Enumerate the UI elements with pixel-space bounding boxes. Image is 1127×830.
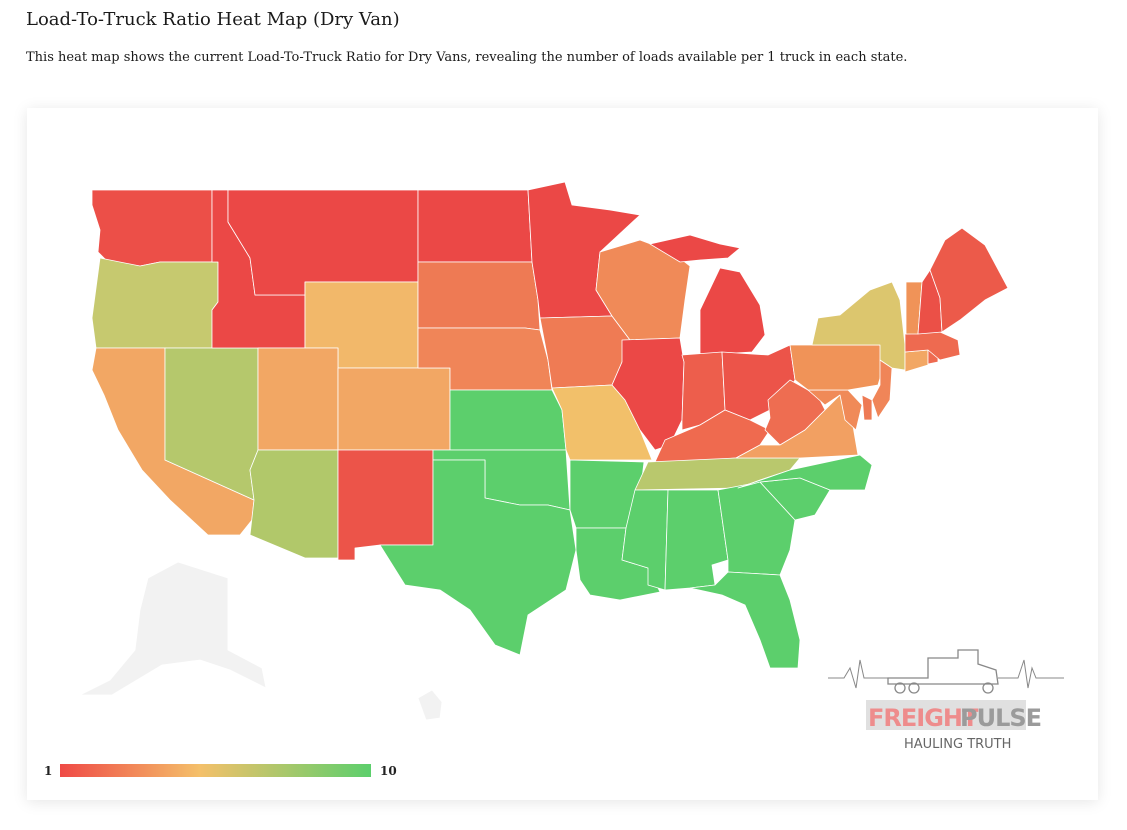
state-OR[interactable]: [91, 257, 219, 349]
state-WA[interactable]: [91, 189, 213, 267]
state-HI[interactable]: [417, 689, 443, 721]
state-MA[interactable]: [904, 331, 961, 361]
logo-brand-pulse: PULSE: [960, 704, 1041, 732]
state-MT[interactable]: [227, 189, 419, 296]
state-ND[interactable]: [417, 189, 533, 263]
state-AK[interactable]: [79, 561, 267, 696]
state-IL[interactable]: [611, 337, 685, 451]
state-FL[interactable]: [689, 571, 801, 669]
logo-brand-freight: FREIGHT: [868, 704, 979, 732]
state-AL[interactable]: [664, 489, 729, 591]
state-AZ[interactable]: [249, 449, 339, 559]
state-UT[interactable]: [257, 347, 339, 451]
state-NC[interactable]: [737, 454, 873, 491]
page-title: Load-To-Truck Ratio Heat Map (Dry Van): [26, 9, 400, 30]
legend-min-label: 1: [44, 764, 53, 778]
logo-tagline: HAULING TRUTH: [904, 737, 1011, 752]
truck-outline-icon: [887, 649, 999, 694]
legend-color-scale: [60, 764, 371, 777]
state-PA[interactable]: [789, 344, 885, 391]
state-DE[interactable]: [861, 394, 873, 421]
heartbeat-line-icon: [828, 659, 888, 689]
state-MI-upper[interactable]: [649, 234, 741, 263]
state-TX[interactable]: [379, 459, 577, 656]
state-NM[interactable]: [337, 449, 434, 561]
state-NY[interactable]: [811, 281, 906, 371]
state-SD[interactable]: [417, 261, 541, 331]
state-MI[interactable]: [699, 267, 766, 356]
page-description: This heat map shows the current Load-To-…: [26, 50, 908, 65]
state-KS[interactable]: [449, 389, 567, 451]
legend-max-label: 10: [380, 764, 397, 778]
state-CO[interactable]: [337, 367, 451, 451]
state-MD[interactable]: [807, 389, 863, 431]
state-ME[interactable]: [929, 227, 1009, 333]
freightpulse-logo: FREIGHT PULSE HAULING TRUTH: [828, 649, 1064, 752]
state-CT[interactable]: [904, 349, 929, 373]
